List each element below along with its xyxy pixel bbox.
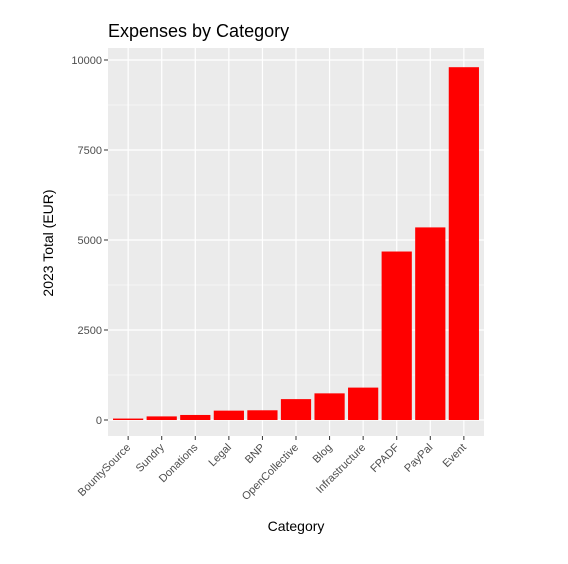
y-tick-label: 10000: [71, 55, 102, 67]
bars: [113, 67, 479, 420]
y-axis: 0 2500 5000 7500 10000: [71, 55, 108, 427]
bar-legal: [213, 410, 244, 420]
y-tick-label: 7500: [78, 145, 102, 157]
bar-paypal: [415, 227, 446, 420]
bar-bnp: [247, 410, 278, 420]
x-axis-title: Category: [268, 518, 325, 534]
bar-fpadf: [381, 251, 412, 420]
bar-sundry: [146, 416, 177, 420]
y-tick-label: 0: [96, 415, 102, 427]
bar-infrastructure: [348, 387, 379, 420]
y-tick-label: 2500: [78, 325, 102, 337]
bar-blog: [314, 393, 345, 420]
chart-title: Expenses by Category: [108, 21, 289, 41]
bar-event: [448, 67, 479, 420]
bar-bountysource: [113, 418, 144, 420]
bar-donations: [180, 414, 211, 420]
bar-opencollective: [280, 399, 312, 420]
y-tick-label: 5000: [78, 235, 102, 247]
y-axis-title: 2023 Total (EUR): [40, 189, 56, 296]
